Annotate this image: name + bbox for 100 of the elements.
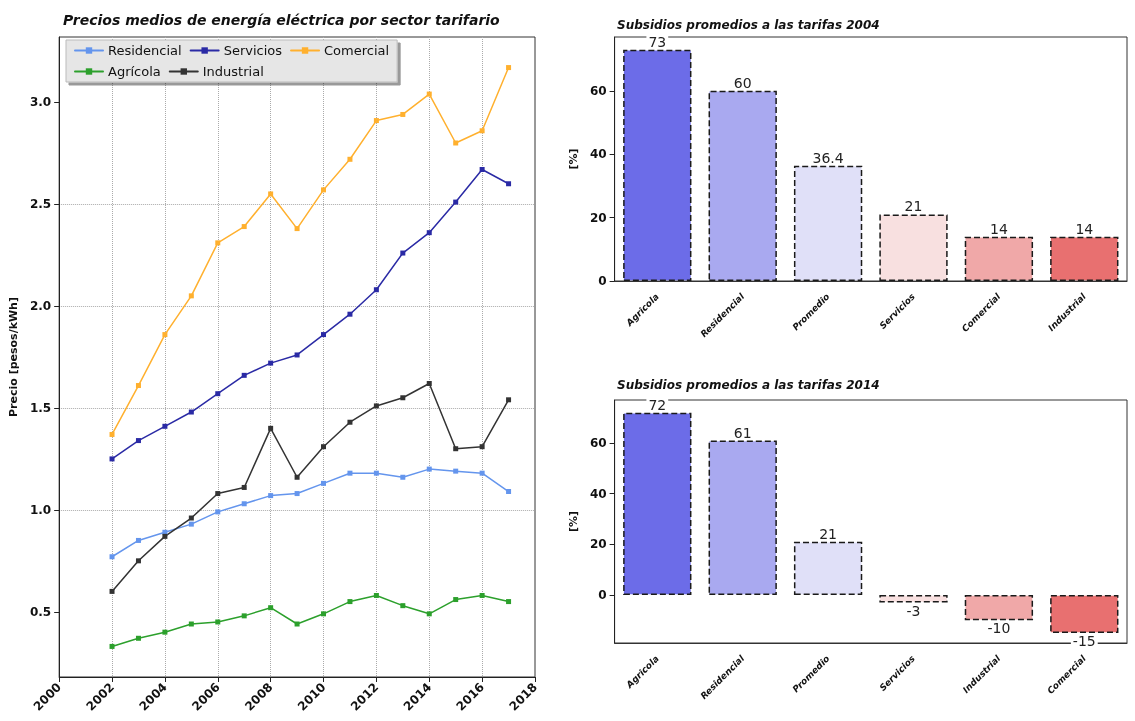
point: [135, 383, 141, 389]
point: [215, 509, 221, 515]
point: [400, 250, 406, 256]
legend-label: Comercial: [324, 43, 390, 58]
point: [135, 635, 141, 641]
point: [347, 419, 353, 425]
bar: [879, 594, 948, 603]
y-tick-label: 3.0: [29, 95, 52, 110]
data-label: 72: [648, 396, 667, 413]
chart-title: Subsidios promedios a las tarifas 2014: [617, 378, 880, 392]
data-label: 61: [733, 424, 752, 441]
y-tick-label: 0.5: [29, 604, 52, 619]
point: [294, 226, 300, 232]
y-tick-label: 60: [589, 83, 607, 98]
point: [479, 444, 485, 450]
legend-label: Agrícola: [108, 64, 161, 79]
legend-label: Residencial: [108, 43, 182, 58]
point: [162, 629, 168, 635]
point: [347, 311, 353, 317]
point: [188, 515, 194, 521]
y-tick-label: 40: [589, 147, 607, 162]
y-tick-label: 1.5: [29, 400, 52, 415]
point: [241, 372, 247, 378]
y-tick-label: 60: [589, 436, 607, 451]
y-tick-label: 2.0: [29, 299, 52, 314]
point: [373, 470, 379, 476]
y-axis-title: Precio [pesos/kWh]: [7, 297, 20, 417]
point: [109, 588, 115, 594]
point: [188, 621, 194, 627]
y-tick-label: 1.0: [29, 502, 52, 517]
point: [109, 456, 115, 462]
point: [321, 332, 327, 338]
data-label: 36.4: [812, 149, 844, 166]
point: [479, 128, 485, 134]
chart-title: Precios medios de energía eléctrica por sector tarifario: [63, 12, 501, 28]
point: [135, 438, 141, 444]
bar: [964, 236, 1034, 281]
point: [506, 65, 512, 71]
point: [426, 230, 432, 236]
point: [215, 391, 221, 397]
y-tick-label: 0: [598, 274, 607, 288]
point: [426, 381, 432, 386]
point: [294, 491, 300, 497]
point: [400, 395, 406, 401]
point: [188, 521, 194, 527]
point: [135, 537, 141, 543]
point: [373, 403, 379, 409]
point: [241, 224, 247, 230]
point: [268, 360, 274, 366]
point: [426, 91, 432, 97]
point: [241, 484, 247, 490]
point: [188, 409, 194, 415]
data-label: 14: [989, 220, 1008, 237]
bar: [879, 214, 948, 281]
point: [506, 397, 512, 403]
legend-label: Servicios: [223, 43, 283, 58]
point: [347, 599, 353, 605]
point: [479, 166, 485, 172]
y-tick-label: 0: [598, 587, 607, 602]
point: [400, 474, 406, 480]
point: [135, 558, 141, 564]
y-tick-label: 20: [589, 210, 607, 225]
point: [347, 156, 353, 162]
point: [215, 491, 221, 497]
bar: [964, 594, 1034, 621]
point: [506, 489, 512, 495]
point: [109, 431, 115, 437]
data-label: 21: [819, 525, 838, 542]
point: [162, 423, 168, 429]
point: [241, 613, 247, 619]
y-axis-title: [%]: [567, 148, 580, 170]
data-label: 60: [733, 74, 752, 91]
point: [426, 611, 432, 617]
point: [373, 592, 379, 598]
point: [215, 619, 221, 625]
point: [453, 199, 459, 205]
point: [268, 425, 274, 431]
point: [453, 446, 459, 452]
data-label: 14: [1075, 220, 1094, 237]
bar: [793, 541, 863, 595]
bar: [793, 165, 863, 281]
point: [215, 240, 221, 246]
legend-label: Industrial: [202, 64, 264, 79]
data-label: -10: [987, 620, 1011, 637]
point: [400, 111, 406, 117]
bar: [708, 440, 777, 595]
point: [426, 466, 432, 472]
point: [321, 611, 327, 617]
point: [109, 554, 115, 560]
point: [294, 474, 300, 480]
data-label: -3: [906, 602, 921, 619]
point: [294, 352, 300, 358]
data-label: -15: [1072, 632, 1096, 649]
point: [188, 293, 194, 299]
point: [321, 444, 327, 450]
point: [400, 603, 406, 609]
point: [268, 605, 274, 611]
data-label: 73: [648, 33, 667, 50]
point: [294, 621, 300, 627]
y-tick-label: 2.5: [29, 197, 52, 212]
